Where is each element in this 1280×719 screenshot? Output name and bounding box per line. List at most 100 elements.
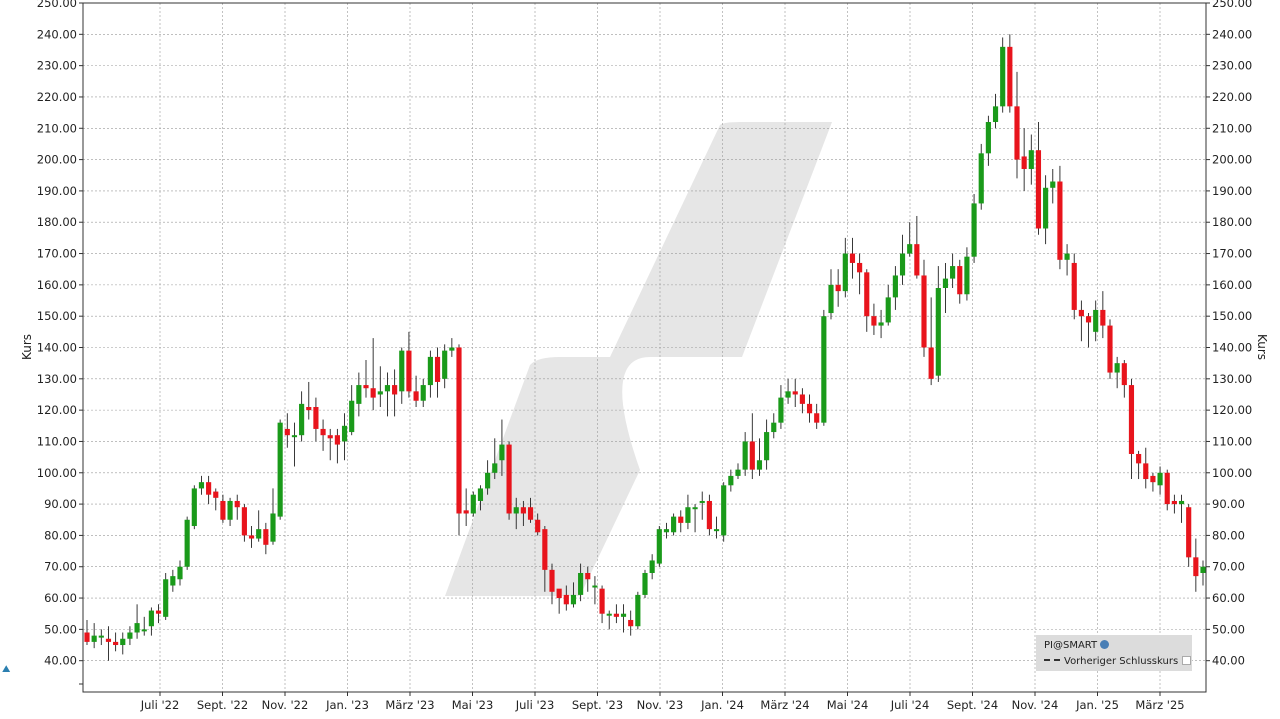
x-tick-label: Juli '24 [890, 698, 930, 712]
globe-icon[interactable] [1100, 640, 1110, 649]
y-tick-label-left: 170.00 [37, 247, 77, 261]
candle-down [413, 391, 419, 401]
candle-down [1121, 363, 1127, 386]
candle-down [535, 519, 541, 533]
candle-down [1014, 106, 1020, 160]
candle-down [849, 253, 856, 263]
y-tick-label-left: 220.00 [37, 90, 77, 104]
legend-prev-close-row[interactable]: Vorheriger Schlusskurs [1044, 656, 1192, 667]
candle-up [384, 385, 391, 392]
candle-down [241, 507, 247, 536]
watermark-logo [445, 122, 832, 596]
candle-down [363, 385, 369, 389]
candle-down [1186, 507, 1192, 558]
candle-up [442, 350, 448, 379]
y-tick-label-left: 160.00 [37, 278, 77, 292]
y-tick-label-right: 200.00 [1212, 153, 1252, 167]
candle-down [113, 641, 119, 646]
x-tick-label: Jan. '23 [325, 698, 369, 712]
candle-down [1035, 150, 1042, 229]
y-tick-label-right: 90.00 [1212, 497, 1245, 511]
y-tick-label-right: 240.00 [1212, 27, 1252, 41]
y-tick-label-left: 210.00 [37, 121, 77, 135]
candle-down [320, 428, 326, 436]
candle-up [842, 253, 848, 292]
candle-down [806, 403, 813, 414]
y-tick-label-right: 170.00 [1212, 247, 1252, 261]
candle-up [978, 153, 984, 204]
y-tick-label-left: 190.00 [37, 184, 77, 198]
chart-tool-icon[interactable]: ⛰ [2, 664, 11, 675]
candle-down [921, 275, 927, 348]
candle-up [1028, 150, 1034, 169]
legend-checkbox[interactable] [1182, 656, 1192, 665]
candle-up [1050, 181, 1056, 188]
candle-down [84, 632, 90, 642]
x-tick-label: Sept. '22 [197, 698, 248, 712]
candle-up [663, 529, 670, 533]
candle-down [1164, 472, 1170, 505]
candle-up [1178, 500, 1185, 505]
candle-down [857, 262, 863, 273]
x-tick-label: Sept. '24 [947, 698, 998, 712]
candle-up [778, 397, 784, 423]
candle-up [134, 623, 140, 633]
y-tick-label-right: 250.00 [1212, 0, 1252, 10]
candle-up [513, 507, 519, 514]
x-tick-label: Juli '23 [515, 698, 555, 712]
candle-down [678, 516, 684, 523]
candle-up [470, 494, 476, 514]
candle-down [928, 347, 934, 379]
y-tick-label-right: 160.00 [1212, 278, 1252, 292]
candle-down [1100, 309, 1106, 326]
y-tick-label-left: 180.00 [37, 215, 77, 229]
candle-up [299, 403, 305, 436]
candle-down [814, 413, 820, 423]
candle-down [506, 444, 512, 514]
candle-down [864, 272, 870, 317]
candle-down [1107, 325, 1113, 373]
candle-down [599, 588, 605, 614]
candle-down [327, 435, 333, 439]
candle-up [1157, 472, 1163, 486]
candle-up [785, 391, 791, 398]
candle-up [291, 435, 298, 438]
candle-up [606, 613, 612, 616]
y-tick-label-right: 70.00 [1212, 560, 1245, 574]
candle-up [692, 507, 698, 510]
candle-down [914, 244, 920, 276]
candle-down [871, 316, 877, 326]
candle-up [570, 594, 577, 605]
candle-down [206, 482, 212, 495]
y-tick-label-right: 210.00 [1212, 121, 1252, 135]
watermark-shape-lower [445, 357, 650, 596]
candle-up [377, 391, 383, 395]
candle-series [84, 34, 1206, 661]
candle-up [721, 485, 727, 536]
candle-up [699, 500, 705, 503]
candle-up [764, 432, 770, 461]
candle-up [899, 253, 906, 276]
candle-down [1057, 181, 1063, 260]
candle-up [950, 266, 956, 279]
chart-legend: PI@SMART Vorheriger Schlusskurs [1036, 635, 1192, 671]
y-tick-label-right: 190.00 [1212, 184, 1252, 198]
legend-brand-row: PI@SMART [1044, 640, 1110, 651]
candle-down [1143, 463, 1149, 480]
candle-down [585, 572, 591, 580]
candle-down [542, 529, 548, 570]
candle-up [1093, 309, 1099, 332]
candle-up [892, 275, 898, 298]
x-tick-label: Sept. '23 [572, 698, 623, 712]
candle-up [1114, 363, 1120, 373]
legend-prev-close-label: Vorheriger Schlusskurs [1064, 656, 1179, 667]
candle-down [1136, 453, 1142, 464]
y-tick-label-left: 100.00 [37, 466, 77, 480]
y-tick-label-right: 110.00 [1212, 434, 1252, 448]
candle-up [671, 516, 677, 533]
candle-up [184, 519, 190, 567]
candle-down [1150, 475, 1156, 483]
y-tick-label-left: 230.00 [37, 59, 77, 73]
x-tick-label: März '24 [760, 698, 809, 712]
